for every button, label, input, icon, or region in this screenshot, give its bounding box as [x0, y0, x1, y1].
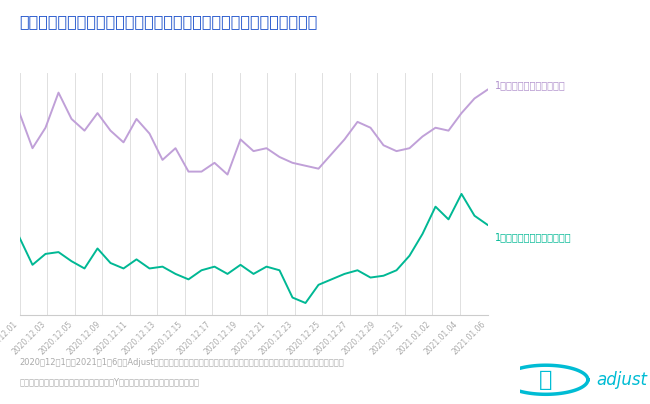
- Text: 日本における年末シーズンのヘルス＆フィットネスアプリの利用状況: 日本における年末シーズンのヘルス＆フィットネスアプリの利用状況: [20, 14, 318, 29]
- Text: Ⓐ: Ⓐ: [539, 370, 552, 390]
- Text: インストール数とセッション数は、異なるYスケールでプロットされています。: インストール数とセッション数は、異なるYスケールでプロットされています。: [20, 378, 200, 387]
- Text: 1日あたりのインストール数: 1日あたりのインストール数: [495, 232, 572, 242]
- Text: 1日あたりのセッション数: 1日あたりのセッション数: [495, 81, 566, 90]
- Text: 2020年12月1日～2021年1月6日にAdjustプラットフォームで計測されたヘルス＆フィットネスアプリのデータに基づきます。: 2020年12月1日～2021年1月6日にAdjustプラットフォームで計測され…: [20, 358, 344, 366]
- Text: adjust: adjust: [596, 371, 647, 389]
